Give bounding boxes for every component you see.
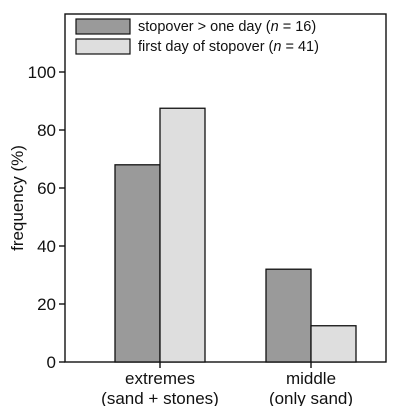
legend-label-part: n bbox=[271, 19, 279, 35]
y-axis-title: frequency (%) bbox=[8, 145, 27, 251]
legend-swatch-first-day bbox=[75, 38, 131, 55]
legend-label-part: stopover > one day ( bbox=[138, 19, 271, 35]
legend-label-stopover: stopover > one day (n = 16) bbox=[138, 19, 316, 35]
legend-label-part: n bbox=[273, 39, 281, 55]
x-category-label-line: extremes bbox=[125, 369, 195, 388]
plot-frame bbox=[64, 13, 387, 363]
x-category-label: extremes (sand + stones) bbox=[101, 369, 219, 406]
y-tick-label: 80 bbox=[37, 121, 56, 140]
bar-stopover-1 bbox=[265, 268, 312, 363]
legend-label-first-day: first day of stopover (n = 41) bbox=[138, 39, 319, 55]
legend-swatch-stopover bbox=[75, 18, 131, 35]
y-tick-label: 40 bbox=[37, 237, 56, 256]
x-category-label-line: (only sand) bbox=[269, 389, 353, 406]
y-tick-label: 0 bbox=[47, 353, 56, 372]
y-tick-label: 20 bbox=[37, 295, 56, 314]
bar-stopover-0 bbox=[114, 164, 161, 363]
legend-label-part: = 41) bbox=[281, 39, 318, 55]
x-category-label-line: middle bbox=[286, 369, 336, 388]
legend-label-part: = 16) bbox=[279, 19, 316, 35]
legend-label-part: first day of stopover ( bbox=[138, 39, 274, 55]
x-category-label-line: (sand + stones) bbox=[101, 389, 219, 406]
x-category-label: middle (only sand) bbox=[269, 369, 353, 406]
bar-first-day-1 bbox=[310, 325, 357, 363]
y-tick-label: 100 bbox=[28, 63, 56, 82]
bar-first-day-0 bbox=[159, 107, 206, 363]
y-tick-label: 60 bbox=[37, 179, 56, 198]
